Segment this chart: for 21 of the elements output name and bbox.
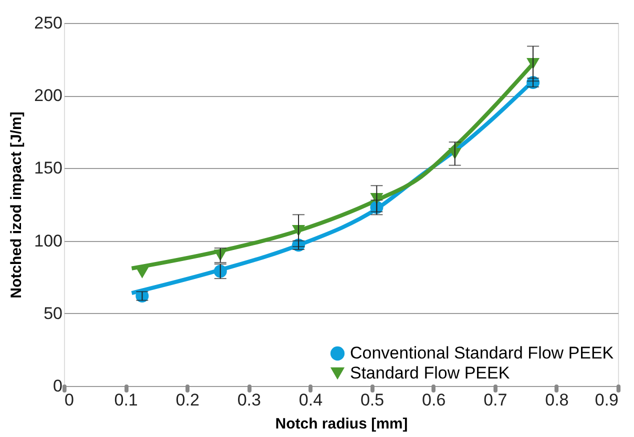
x-axis-title: Notch radius [mm] (275, 416, 408, 432)
x-tick-label: 0.3 (237, 390, 261, 410)
y-tick-label: 100 (34, 231, 62, 250)
x-tick-label: 0.1 (114, 390, 138, 410)
y-tick-label: 0 (53, 376, 62, 396)
x-tick-label: 0.6 (422, 390, 446, 410)
point (136, 267, 149, 278)
y-tick-label: 50 (44, 304, 62, 323)
x-tick-label: 0.8 (545, 390, 569, 410)
x-tick-label: 0.2 (176, 390, 200, 410)
x-tick-label: 0.9 (594, 390, 618, 410)
x-tick-label: 0.5 (360, 390, 384, 410)
y-tick-label: 250 (34, 14, 62, 32)
x-tick-label: 0.7 (484, 390, 508, 410)
legend-label: Conventional Standard Flow PEEK (350, 344, 614, 362)
y-axis-title: Notched izod impact [J/m] (8, 112, 26, 298)
legend-label: Standard Flow PEEK (350, 364, 510, 382)
x-tick-label: 0 (64, 390, 74, 410)
x-tick-label: 0.4 (298, 390, 323, 410)
y-tick-label: 200 (34, 86, 62, 106)
y-tick-label: 150 (34, 158, 62, 178)
